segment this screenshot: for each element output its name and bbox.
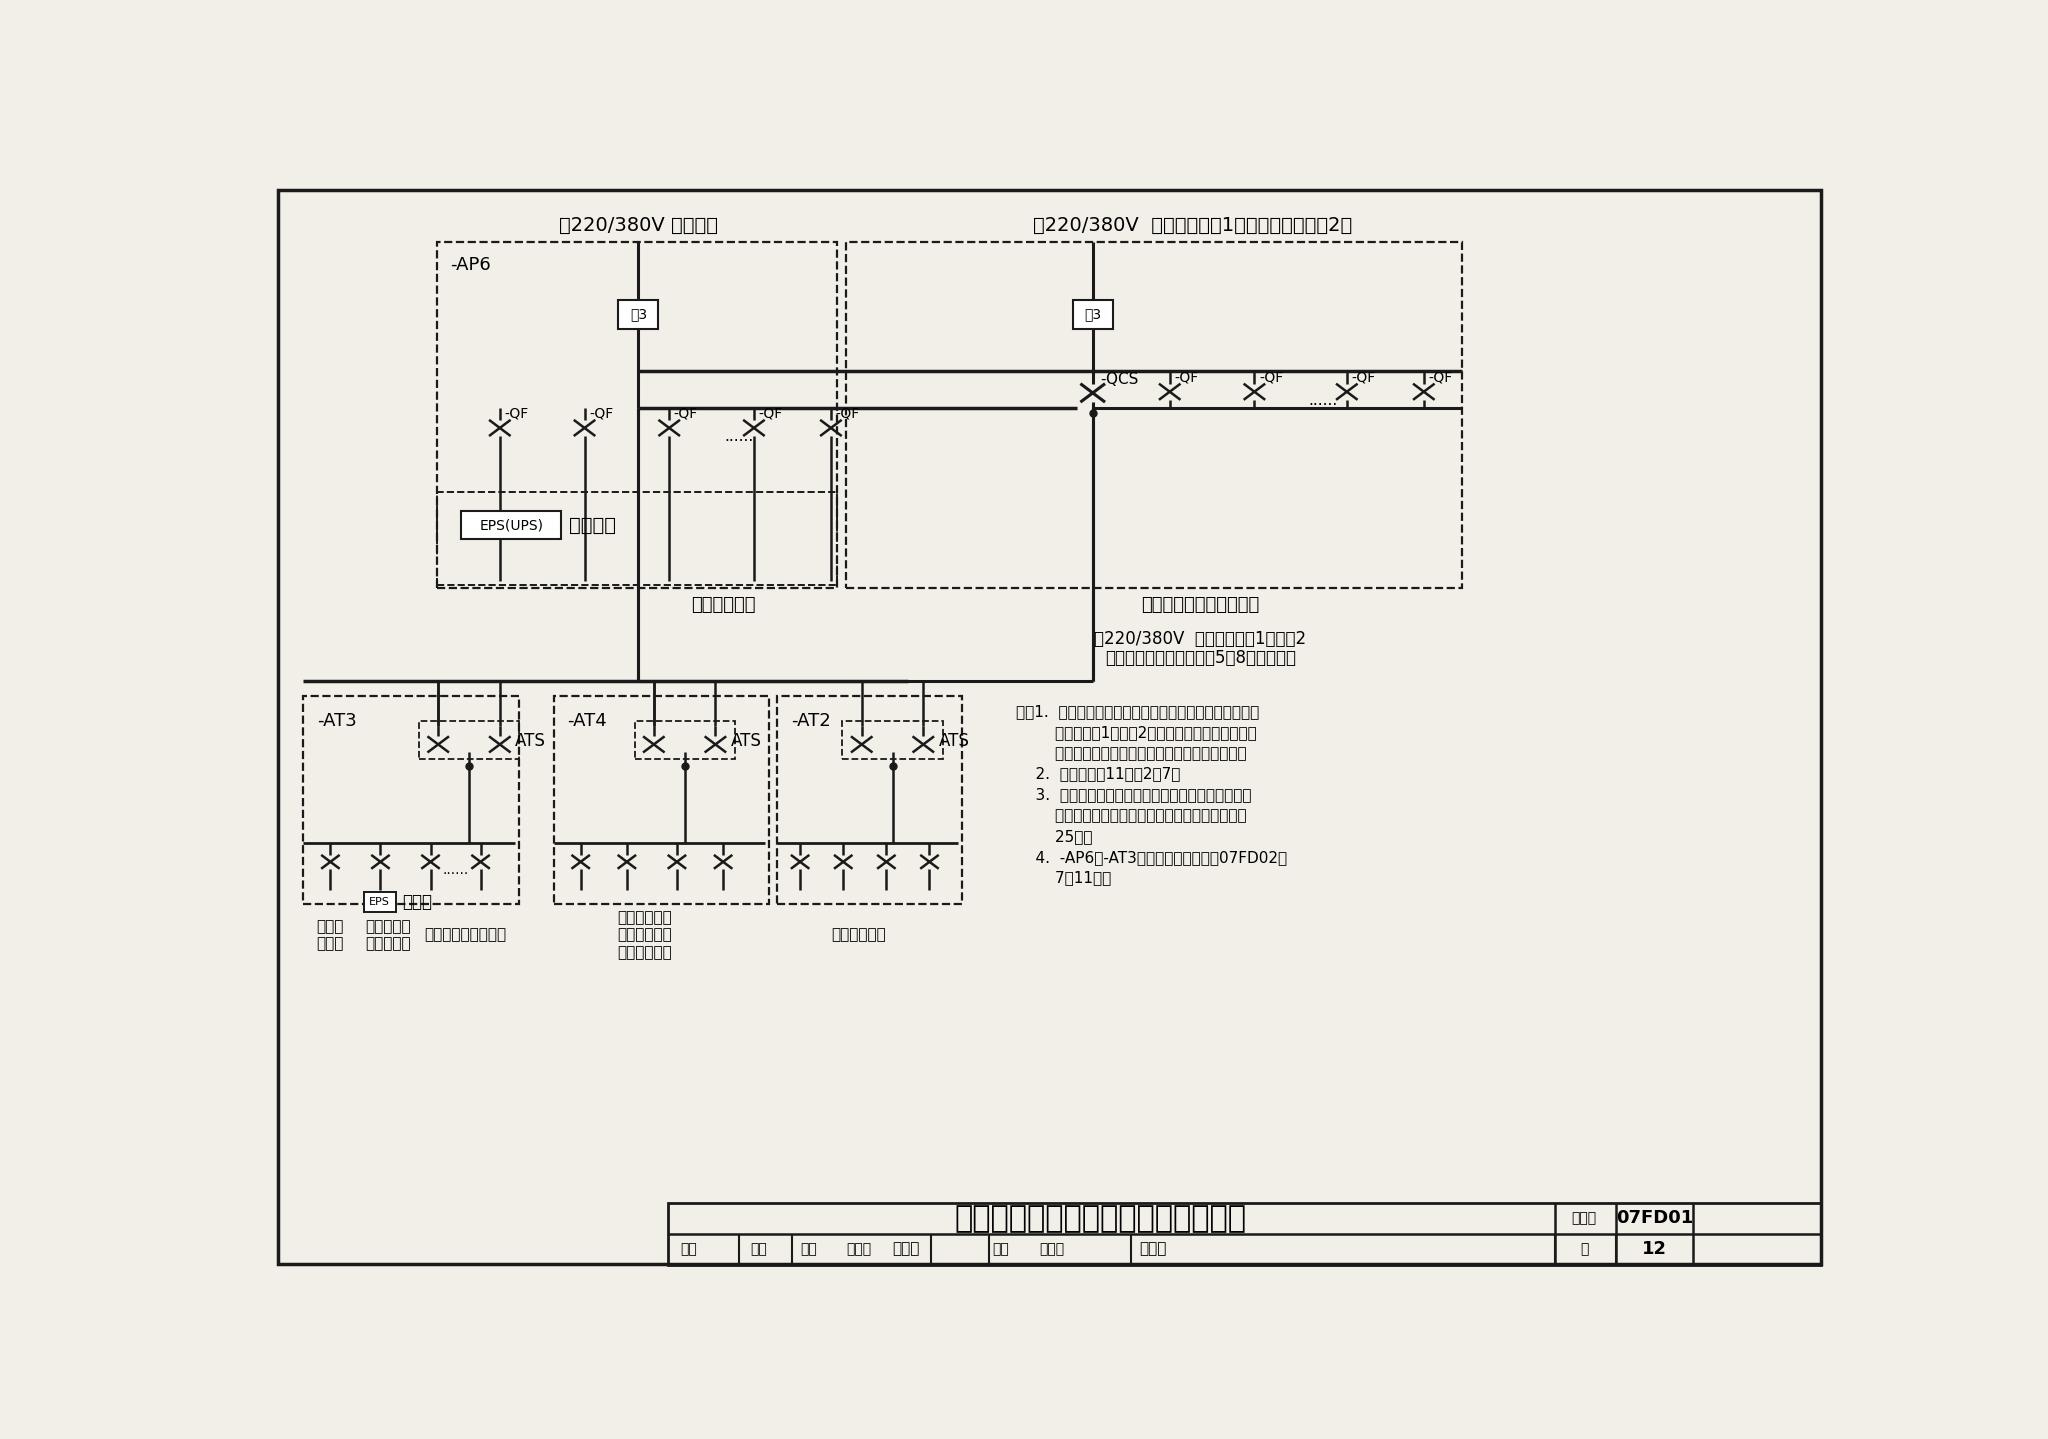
Text: EPS(UPS): EPS(UPS) bbox=[479, 518, 543, 532]
Text: 25页。: 25页。 bbox=[1016, 829, 1092, 843]
Text: 量，计量表装设位置以当地供电部门要求为准。: 量，计量表装设位置以当地供电部门要求为准。 bbox=[1016, 745, 1247, 761]
Text: -QF: -QF bbox=[1260, 370, 1284, 384]
Bar bbox=[776, 696, 963, 904]
Text: 徐学民: 徐学民 bbox=[1038, 1242, 1065, 1256]
Text: 战时及平时应急照明: 战时及平时应急照明 bbox=[424, 928, 506, 943]
Text: 伏學民: 伏學民 bbox=[1139, 1242, 1165, 1256]
Text: 4.  -AP6、-AT3柜（箱）布置图参见07FD02第: 4. -AP6、-AT3柜（箱）布置图参见07FD02第 bbox=[1016, 849, 1286, 865]
Text: 校对: 校对 bbox=[801, 1242, 817, 1256]
Text: 3.  平时电力系统电源、战时区域电源进线开关器件: 3. 平时电力系统电源、战时区域电源进线开关器件 bbox=[1016, 787, 1251, 803]
Text: 平时用: 平时用 bbox=[401, 892, 432, 911]
Text: 消防专用供电回路（见第5～8页索引表）: 消防专用供电回路（见第5～8页索引表） bbox=[1106, 649, 1296, 666]
Bar bbox=[842, 721, 942, 758]
Text: -QF: -QF bbox=[674, 407, 698, 420]
Text: ......: ...... bbox=[442, 863, 469, 878]
Text: -QF: -QF bbox=[1352, 370, 1376, 384]
Bar bbox=[420, 721, 518, 758]
Text: 2.  同本图集第11页注2～7。: 2. 同本图集第11页注2～7。 bbox=[1016, 767, 1180, 781]
Text: 一个防护单元供电系统示意图（四）: 一个防护单元供电系统示意图（四） bbox=[954, 1204, 1247, 1233]
Text: 图集号: 图集号 bbox=[1571, 1212, 1597, 1226]
Text: 战时及平时
疏散标志灯: 战时及平时 疏散标志灯 bbox=[365, 918, 412, 951]
Text: -AT4: -AT4 bbox=[567, 712, 608, 730]
Text: ......: ...... bbox=[723, 429, 754, 445]
Bar bbox=[365, 892, 395, 912]
Text: 审核: 审核 bbox=[680, 1242, 698, 1256]
Bar bbox=[846, 242, 1462, 589]
Text: -QF: -QF bbox=[758, 407, 782, 420]
Text: 设计: 设计 bbox=[993, 1242, 1010, 1256]
Text: 注3: 注3 bbox=[631, 308, 647, 321]
Text: -AT2: -AT2 bbox=[791, 712, 831, 730]
Text: 12: 12 bbox=[1642, 1240, 1667, 1258]
Text: 香引烬: 香引烬 bbox=[893, 1242, 920, 1256]
Text: 孙兰: 孙兰 bbox=[750, 1242, 766, 1256]
Text: 战时二级负荷
平时、消防均
用的动力负荷: 战时二级负荷 平时、消防均 用的动力负荷 bbox=[616, 909, 672, 960]
Bar bbox=[668, 1203, 1821, 1265]
Text: 07FD01: 07FD01 bbox=[1616, 1209, 1694, 1227]
Text: 李立晓: 李立晓 bbox=[846, 1242, 872, 1256]
Text: EPS: EPS bbox=[369, 896, 389, 907]
Bar bbox=[635, 721, 735, 758]
Text: 战时一
级负荷: 战时一 级负荷 bbox=[317, 918, 344, 951]
Text: -QF: -QF bbox=[1427, 370, 1452, 384]
Text: -AP6: -AP6 bbox=[451, 256, 492, 273]
Text: 战时二级负荷: 战时二级负荷 bbox=[690, 596, 756, 614]
Text: 注3: 注3 bbox=[1083, 308, 1102, 321]
Text: 电源（电源1或电源2）供电，照明、动力混合计: 电源（电源1或电源2）供电，照明、动力混合计 bbox=[1016, 725, 1257, 740]
Bar bbox=[436, 242, 838, 589]
Text: 战时三级负荷、平时负荷: 战时三级负荷、平时负荷 bbox=[1141, 596, 1260, 614]
Text: -QCS: -QCS bbox=[1100, 371, 1139, 387]
Text: ～220/380V 区域电源: ～220/380V 区域电源 bbox=[559, 216, 719, 235]
Text: 页: 页 bbox=[1579, 1242, 1587, 1256]
Bar bbox=[461, 511, 561, 540]
Text: ATS: ATS bbox=[938, 732, 969, 750]
Bar bbox=[618, 299, 659, 330]
Bar bbox=[303, 696, 518, 904]
Text: 消防用电设备: 消防用电设备 bbox=[831, 928, 887, 943]
Text: ATS: ATS bbox=[731, 732, 762, 750]
Text: -AT3: -AT3 bbox=[317, 712, 356, 730]
Text: 注：1.  平时负荷由地面建筑室内低压配电室两路电力系统: 注：1. 平时负荷由地面建筑室内低压配电室两路电力系统 bbox=[1016, 704, 1260, 720]
Bar bbox=[1073, 299, 1112, 330]
Text: -QF: -QF bbox=[1174, 370, 1198, 384]
Text: ～220/380V  电力系统电源1（或电力系统电源2）: ～220/380V 电力系统电源1（或电力系统电源2） bbox=[1032, 216, 1352, 235]
Text: 7、11页。: 7、11页。 bbox=[1016, 871, 1110, 885]
Text: 由设计人员依据供电系统确定，示例见本图集第: 由设计人员依据供电系统确定，示例见本图集第 bbox=[1016, 809, 1247, 823]
Text: -QF: -QF bbox=[504, 407, 528, 420]
Text: ATS: ATS bbox=[516, 732, 547, 750]
Text: ～220/380V  电力系统电源1、电源2: ～220/380V 电力系统电源1、电源2 bbox=[1094, 629, 1307, 648]
Text: 战时安装: 战时安装 bbox=[569, 515, 616, 535]
Text: -QF: -QF bbox=[590, 407, 614, 420]
Bar bbox=[553, 696, 770, 904]
Text: -QF: -QF bbox=[836, 407, 860, 420]
Bar bbox=[436, 492, 838, 584]
Text: ......: ...... bbox=[1309, 393, 1337, 409]
